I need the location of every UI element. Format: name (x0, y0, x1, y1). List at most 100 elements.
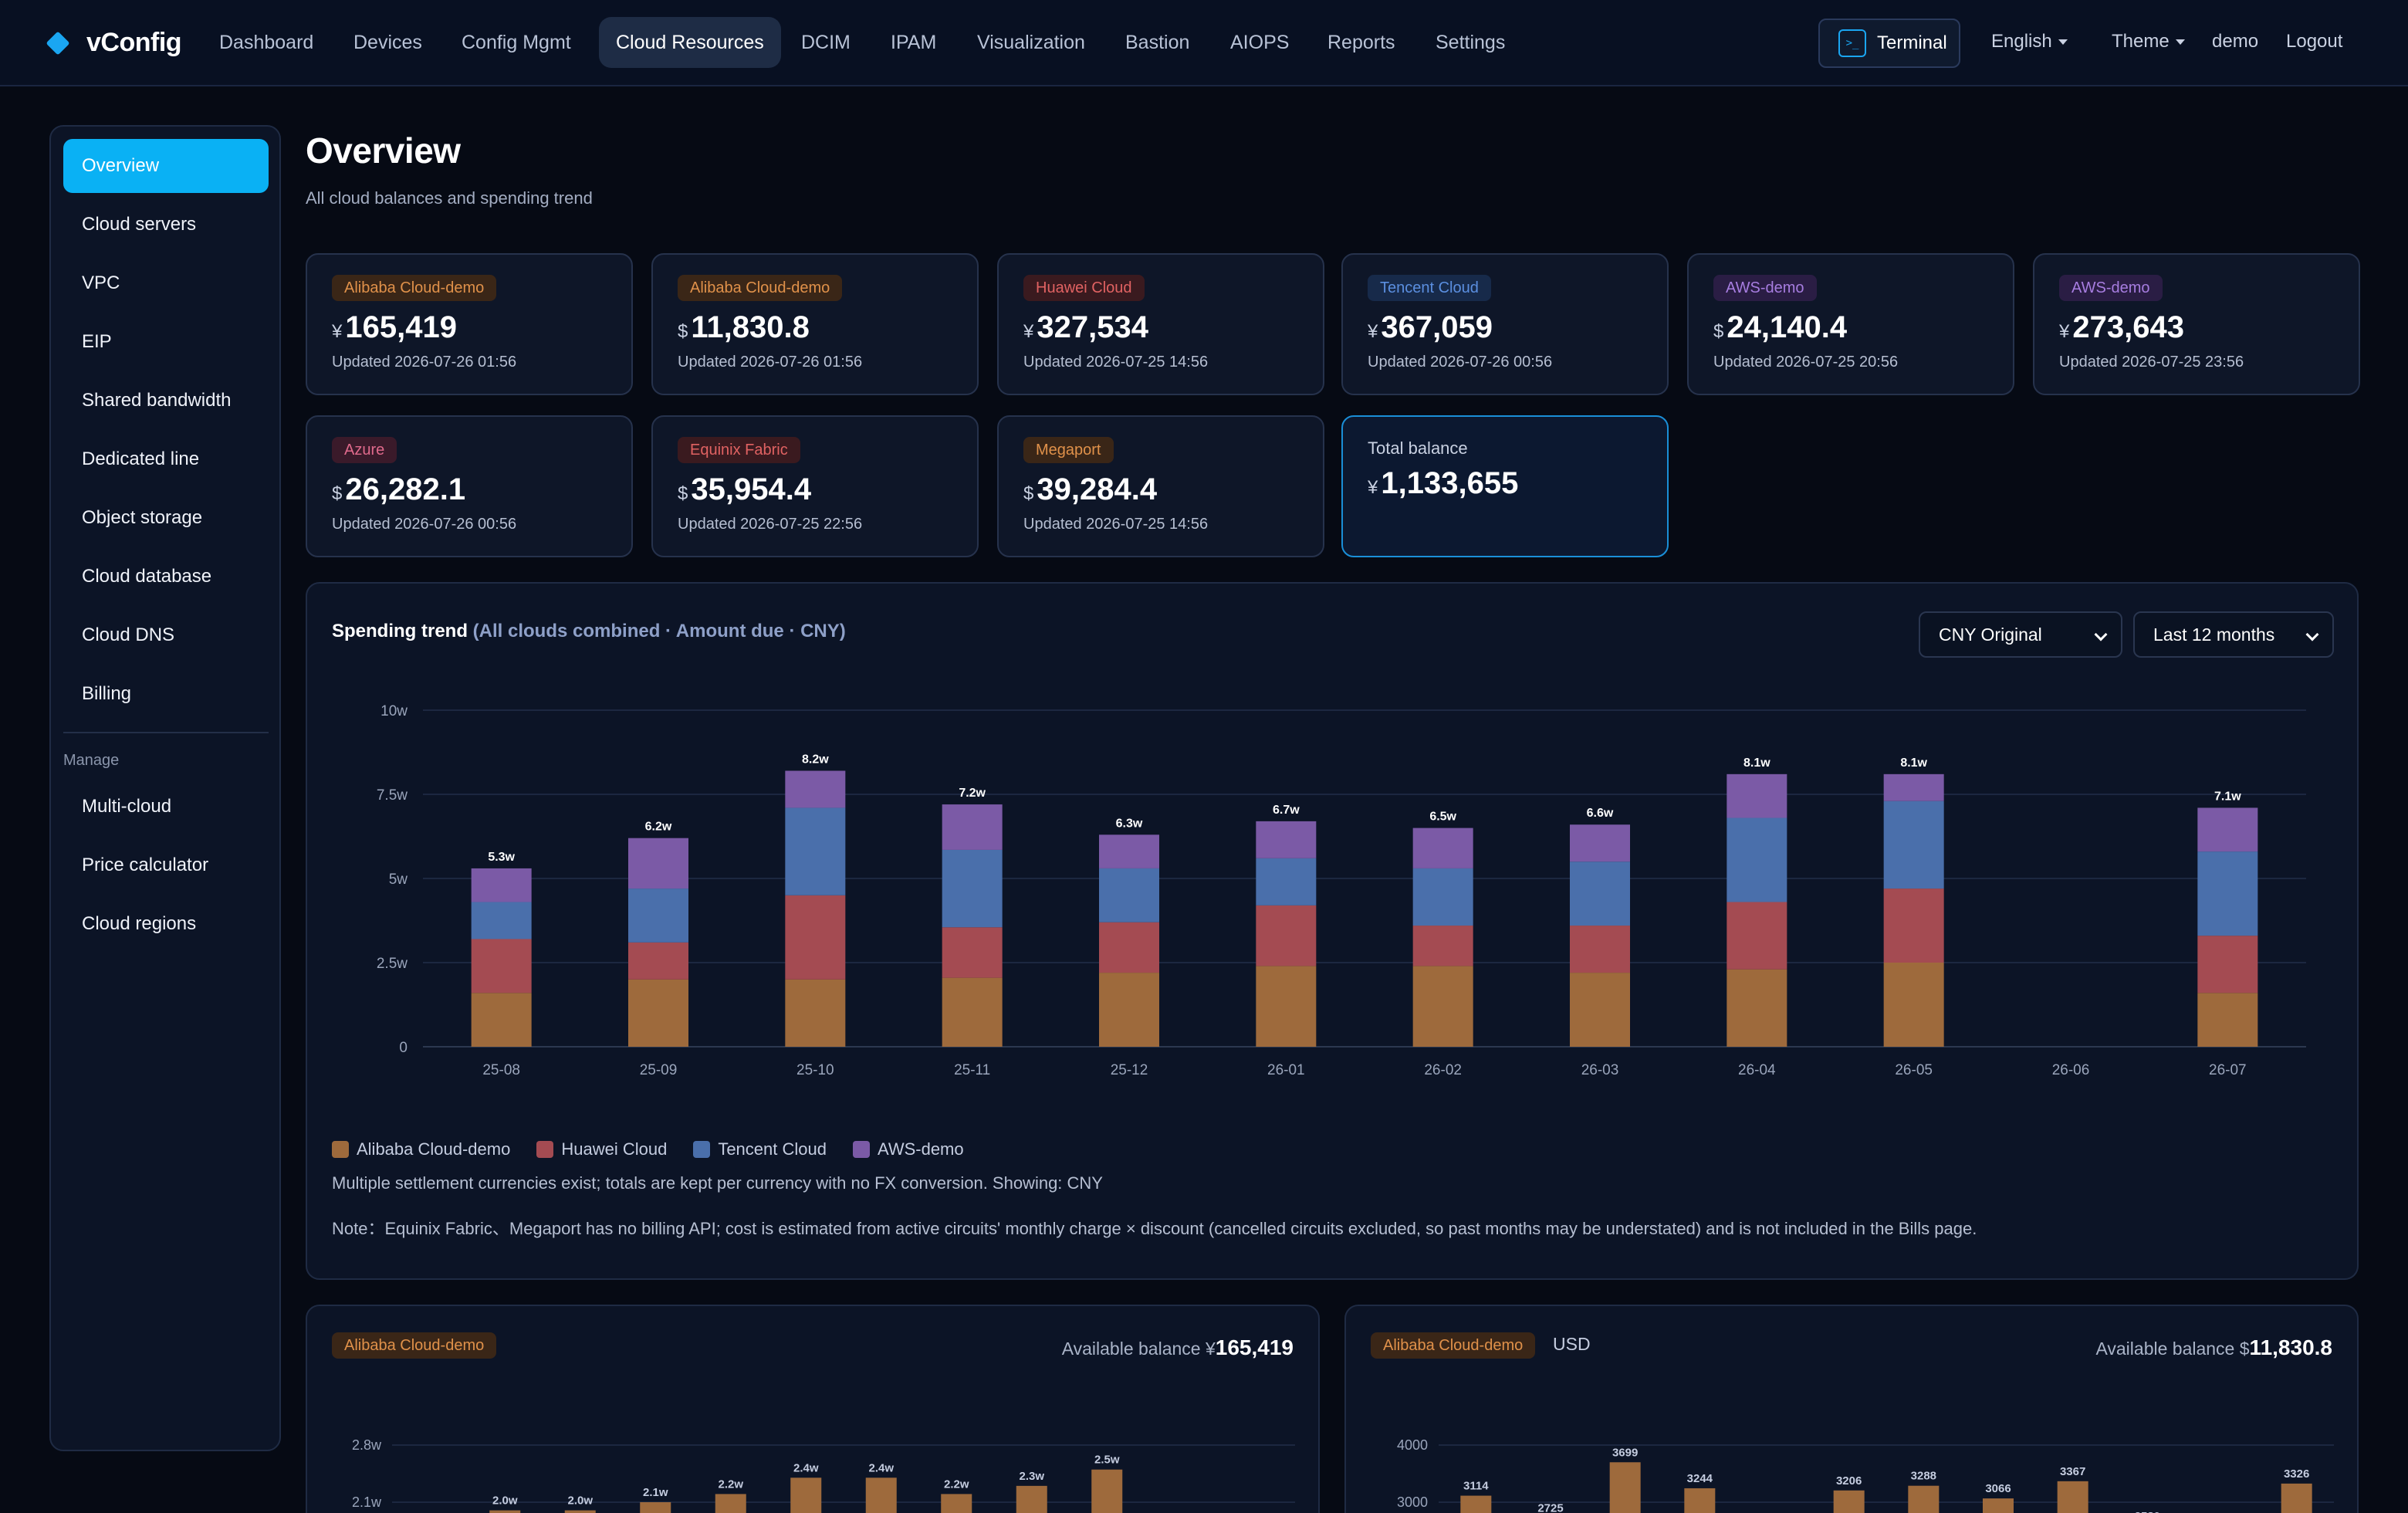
legend-item[interactable]: AWS-demo (852, 1139, 964, 1159)
bar-segment[interactable] (628, 838, 688, 889)
bar-segment[interactable] (628, 979, 688, 1047)
bar-segment[interactable] (471, 939, 532, 993)
legend-item[interactable]: Tencent Cloud (693, 1139, 827, 1159)
bar[interactable] (1684, 1488, 1716, 1513)
sidebar-item-overview[interactable]: Overview (63, 139, 269, 193)
bar-segment[interactable] (471, 902, 532, 939)
sidebar-item-shared-bandwidth[interactable]: Shared bandwidth (82, 390, 232, 411)
updated-timestamp: Updated 2026-07-25 14:56 (1023, 354, 1209, 371)
sidebar-item-multi-cloud[interactable]: Multi-cloud (82, 796, 172, 817)
bar[interactable] (1091, 1469, 1123, 1513)
bar-segment[interactable] (1883, 801, 1944, 889)
bar-segment[interactable] (471, 868, 532, 902)
bar-segment[interactable] (1256, 821, 1317, 858)
bar-segment[interactable] (942, 927, 1003, 978)
bar-segment[interactable] (785, 895, 846, 980)
sidebar-item-cloud-servers[interactable]: Cloud servers (82, 214, 197, 235)
bar-segment[interactable] (1412, 868, 1473, 926)
bar[interactable] (1609, 1462, 1641, 1513)
nav-devices[interactable]: Devices (353, 32, 422, 53)
nav-reports[interactable]: Reports (1327, 32, 1395, 53)
sidebar-item-price-calculator[interactable]: Price calculator (82, 855, 209, 875)
bar-segment[interactable] (1256, 858, 1317, 905)
bar-segment[interactable] (1727, 902, 1787, 970)
bar[interactable] (865, 1477, 897, 1513)
bar-segment[interactable] (1256, 966, 1317, 1047)
bar[interactable] (1983, 1498, 2014, 1513)
sidebar-item-cloud-database[interactable]: Cloud database (82, 566, 212, 587)
bar-segment[interactable] (2197, 807, 2258, 852)
bar-segment[interactable] (1570, 973, 1630, 1047)
sidebar-item-cloud-dns[interactable]: Cloud DNS (82, 624, 175, 645)
bar-segment[interactable] (1412, 966, 1473, 1047)
bar-segment[interactable] (2197, 851, 2258, 936)
bar-segment[interactable] (1412, 926, 1473, 966)
bar[interactable] (1016, 1485, 1047, 1513)
bar-segment[interactable] (942, 849, 1003, 928)
logout-link[interactable]: Logout (2286, 31, 2343, 52)
bar[interactable] (790, 1477, 822, 1513)
bar[interactable] (715, 1494, 746, 1513)
bar-segment[interactable] (785, 979, 846, 1047)
bar-segment[interactable] (785, 807, 846, 895)
bar-segment[interactable] (1570, 861, 1630, 926)
sidebar-item-eip[interactable]: EIP (82, 331, 112, 352)
bar-segment[interactable] (2197, 936, 2258, 993)
currency-select[interactable]: CNY Original (1919, 611, 2122, 658)
bar[interactable] (640, 1502, 671, 1513)
nav-visualization[interactable]: Visualization (977, 32, 1085, 53)
nav-cloud-resources[interactable]: Cloud Resources (599, 17, 781, 68)
user-name[interactable]: demo (2212, 31, 2259, 52)
nav-settings[interactable]: Settings (1436, 32, 1506, 53)
legend-item[interactable]: Alibaba Cloud-demo (332, 1139, 510, 1159)
sidebar-item-cloud-regions[interactable]: Cloud regions (82, 913, 197, 934)
nav-dcim[interactable]: DCIM (801, 32, 851, 53)
bar-segment[interactable] (942, 804, 1003, 850)
bar[interactable] (489, 1510, 521, 1513)
sidebar-item-vpc[interactable]: VPC (82, 272, 120, 293)
bar[interactable] (2281, 1483, 2312, 1513)
bar-segment[interactable] (942, 977, 1003, 1047)
theme-dropdown[interactable]: Theme (2112, 31, 2185, 52)
nav-config-mgmt[interactable]: Config Mgmt (462, 32, 571, 53)
currency-symbol: ¥ (1368, 321, 1378, 342)
bar-segment[interactable] (1412, 828, 1473, 868)
bar[interactable] (1908, 1485, 1940, 1513)
bar-segment[interactable] (1099, 834, 1159, 868)
sidebar-item-billing[interactable]: Billing (82, 683, 132, 704)
bar-segment[interactable] (1883, 889, 1944, 963)
bar[interactable] (1460, 1495, 1492, 1513)
bar-segment[interactable] (1099, 922, 1159, 973)
bar[interactable] (1833, 1490, 1865, 1513)
bar-segment[interactable] (1099, 973, 1159, 1047)
bar[interactable] (2057, 1481, 2088, 1513)
bar-segment[interactable] (1099, 868, 1159, 922)
bar-segment[interactable] (628, 942, 688, 980)
bar-segment[interactable] (471, 993, 532, 1047)
brand[interactable]: vConfig (46, 28, 182, 58)
sidebar-item-object-storage[interactable]: Object storage (82, 507, 203, 528)
nav-ipam[interactable]: IPAM (891, 32, 937, 53)
bar-segment[interactable] (1727, 969, 1787, 1047)
sidebar: Overview Cloud servers VPC EIP Shared ba… (49, 125, 281, 1451)
nav-aiops[interactable]: AIOPS (1230, 32, 1290, 53)
nav-bastion[interactable]: Bastion (1125, 32, 1190, 53)
bar-segment[interactable] (1727, 817, 1787, 902)
bar[interactable] (941, 1494, 972, 1513)
bar-segment[interactable] (1570, 926, 1630, 973)
bar[interactable] (564, 1510, 596, 1513)
bar-segment[interactable] (1256, 905, 1317, 966)
terminal-button[interactable]: >_ Terminal (1818, 19, 1960, 68)
bar-segment[interactable] (1883, 773, 1944, 801)
bar-segment[interactable] (2197, 993, 2258, 1047)
bar-segment[interactable] (1883, 963, 1944, 1047)
sidebar-item-dedicated-line[interactable]: Dedicated line (82, 448, 200, 469)
legend-item[interactable]: Huawei Cloud (536, 1139, 667, 1159)
language-dropdown[interactable]: English (1991, 31, 2068, 52)
bar-segment[interactable] (1570, 824, 1630, 862)
bar-segment[interactable] (1727, 773, 1787, 818)
range-select[interactable]: Last 12 months (2133, 611, 2334, 658)
bar-segment[interactable] (785, 770, 846, 808)
bar-segment[interactable] (628, 889, 688, 943)
nav-dashboard[interactable]: Dashboard (219, 32, 314, 53)
